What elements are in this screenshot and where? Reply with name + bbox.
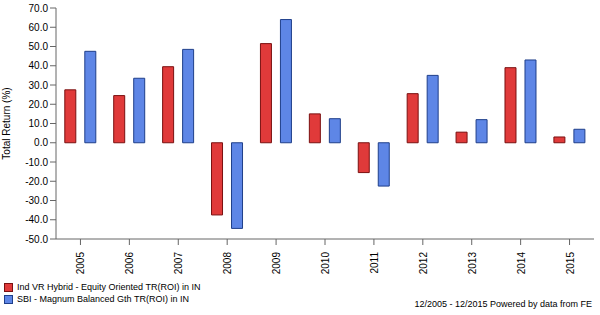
svg-text:-20.0: -20.0: [25, 176, 48, 187]
svg-text:2012: 2012: [418, 252, 429, 275]
svg-text:10.0: 10.0: [29, 118, 49, 129]
svg-text:60.0: 60.0: [29, 22, 49, 33]
svg-text:20.0: 20.0: [29, 99, 49, 110]
svg-text:2015: 2015: [565, 252, 576, 275]
html-text:SBI - Magnum Balanced Gth TR(R: SBI - Magnum Balanced Gth TR(ROI) in IN: [17, 294, 189, 304]
svg-text:-30.0: -30.0: [25, 195, 48, 206]
svg-text:Total Return (%): Total Return (%): [8, 87, 12, 159]
svg-text:2005: 2005: [75, 252, 86, 275]
svg-text:0.0: 0.0: [34, 137, 48, 148]
svg-text:2007: 2007: [173, 252, 184, 275]
svg-text:50.0: 50.0: [29, 41, 49, 52]
svg-text:2014: 2014: [516, 252, 527, 275]
svg-text:40.0: 40.0: [29, 60, 49, 71]
svg-text:2010: 2010: [320, 252, 331, 275]
svg-text:2006: 2006: [124, 252, 135, 275]
svg-text:2011: 2011: [369, 252, 380, 274]
svg-text:2008: 2008: [222, 252, 233, 275]
svg-text:2009: 2009: [271, 252, 282, 275]
html-text:Ind VR Hybrid - Equity Oriente: Ind VR Hybrid - Equity Oriented TR(ROI) …: [17, 282, 201, 292]
svg-text:70.0: 70.0: [29, 3, 49, 14]
svg-text:2013: 2013: [467, 252, 478, 275]
svg-text:-40.0: -40.0: [25, 214, 48, 225]
html-text:12/2005 - 12/2015 Powered by d: 12/2005 - 12/2015 Powered by data from F…: [414, 299, 592, 309]
svg-text:-50.0: -50.0: [25, 234, 48, 245]
svg-text:30.0: 30.0: [29, 80, 49, 91]
svg-text:-10.0: -10.0: [25, 157, 48, 168]
